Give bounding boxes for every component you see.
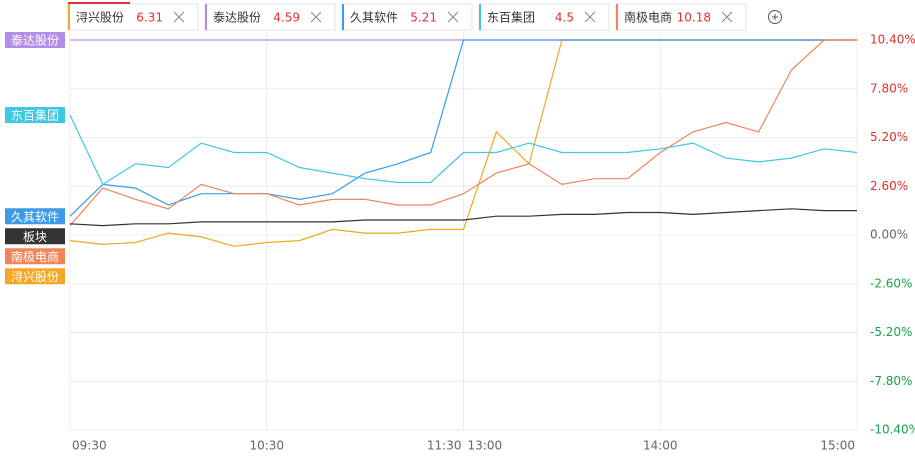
tab-close[interactable] — [447, 11, 459, 23]
series-tab[interactable]: 泰达股份 4.59 — [204, 3, 336, 31]
y-tick-label: 7.80% — [870, 81, 908, 95]
tab-price[interactable]: 6.31 — [136, 11, 163, 25]
tab-active-bar[interactable] — [68, 2, 130, 4]
x-tick-label: 10:30 — [249, 439, 284, 453]
series-tag — [5, 268, 65, 285]
x-tick-label: 11:30 — [427, 439, 462, 453]
add-icon-plus[interactable] — [772, 14, 778, 20]
y-tick-label: 5.20% — [870, 130, 908, 144]
tab-close[interactable] — [721, 11, 733, 23]
series-tab[interactable]: 浔兴股份 6.31 — [67, 2, 199, 31]
x-tick-label: 13:00 — [468, 439, 503, 453]
x-tick-label: 15:00 — [820, 439, 855, 453]
tab-bg[interactable] — [67, 3, 199, 31]
tab-bg[interactable] — [478, 3, 610, 31]
series-tab[interactable]: 久其软件 5.21 — [341, 3, 473, 31]
tab-price[interactable]: 4.5 — [555, 11, 574, 25]
x-tick-label: 14:00 — [643, 439, 678, 453]
series-tag-label: 南极电商 — [11, 249, 59, 264]
x-tick-label: 09:30 — [72, 439, 107, 453]
tab-name[interactable]: 久其软件 — [350, 11, 398, 25]
tab-close[interactable] — [584, 11, 596, 23]
tab-name[interactable]: 泰达股份 — [213, 11, 261, 25]
series-line — [69, 114, 858, 186]
tab-color-bar[interactable] — [342, 4, 344, 30]
series-tab[interactable]: 东百集团 4.5 — [478, 3, 610, 31]
series-tab[interactable]: 南极电商 10.18 — [615, 3, 747, 31]
series-tag-label: 泰达股份 — [11, 34, 59, 48]
tab-price[interactable]: 10.18 — [677, 11, 711, 25]
tab-name[interactable]: 浔兴股份 — [76, 11, 124, 25]
tab-name[interactable]: 南极电商 — [624, 10, 672, 25]
tab-bg[interactable] — [615, 3, 747, 31]
tab-color-bar[interactable] — [479, 4, 481, 30]
series-tag-label: 板块 — [23, 230, 47, 244]
y-tick-label: 2.60% — [870, 179, 908, 193]
series-tag — [5, 228, 65, 245]
series-line — [69, 39, 857, 217]
y-tick-label: 0.00% — [870, 228, 908, 242]
tab-color-bar[interactable] — [68, 4, 70, 30]
tab-close[interactable] — [310, 11, 322, 23]
tab-price[interactable]: 5.21 — [410, 11, 437, 25]
tab-bg[interactable] — [341, 3, 473, 31]
add-icon[interactable] — [768, 10, 782, 24]
y-tick-label: 10.40% — [870, 33, 915, 47]
series-tag-label: 东百集团 — [11, 108, 59, 123]
series-line — [69, 39, 857, 226]
series-tag — [5, 107, 65, 123]
add-button[interactable] — [768, 10, 782, 24]
tab-name[interactable]: 东百集团 — [487, 10, 535, 25]
tab-price[interactable]: 4.59 — [273, 11, 300, 25]
series-tag-label: 久其软件 — [11, 210, 59, 224]
tab-close[interactable] — [173, 11, 185, 23]
tab-bg[interactable] — [204, 3, 336, 31]
series-tag — [5, 32, 65, 48]
y-tick-label: -10.40% — [870, 423, 915, 437]
y-tick-label: -5.20% — [870, 325, 912, 339]
series-tag — [5, 248, 65, 265]
series-tag — [5, 208, 65, 225]
series-line — [69, 208, 857, 227]
series-tag-label: 浔兴股份 — [11, 270, 59, 284]
tab-color-bar[interactable] — [205, 4, 207, 30]
tab-color-bar[interactable] — [616, 4, 618, 30]
y-tick-label: -7.80% — [870, 374, 912, 388]
y-tick-label: -2.60% — [870, 276, 912, 290]
